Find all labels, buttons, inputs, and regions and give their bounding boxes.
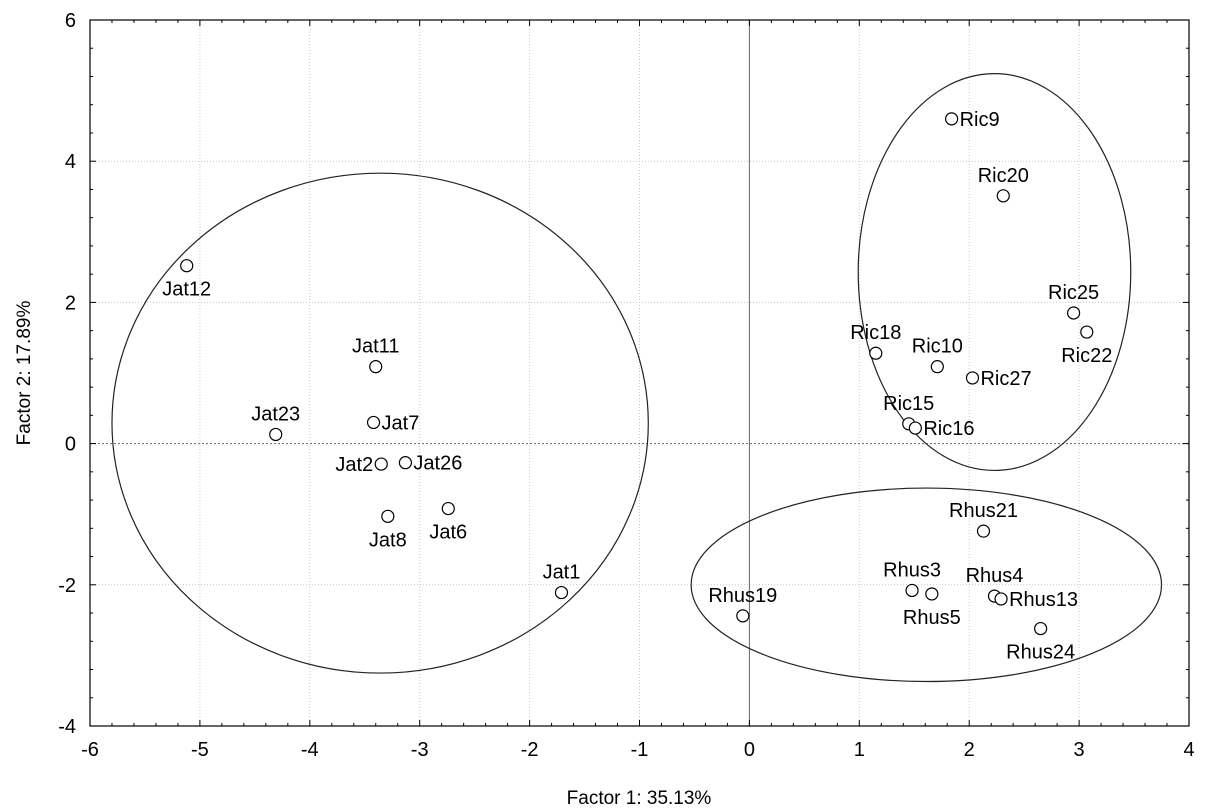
point-label: Jat12 [162,279,211,301]
data-point [269,427,283,442]
data-point [366,415,381,430]
point-label: Rhus21 [949,500,1018,522]
data-point [976,524,991,538]
point-label: Ric15 [883,393,934,415]
group-ellipse [690,487,1163,683]
x-axis-title: Factor 1: 35.13% [567,788,712,809]
x-tick-label: 0 [744,739,755,761]
group-ellipse [111,172,649,674]
point-label: Ric9 [960,109,1000,131]
point-label: Ric25 [1048,282,1099,304]
data-point [925,587,939,601]
point-label: Rhus4 [966,565,1024,587]
data-point [994,592,1008,606]
tick-labels: -6 -5 -4 -3 -2 -1 0 1 2 3 4 -4 -2 0 2 4 6 [58,10,1194,761]
data-point [996,189,1010,203]
point-label: Jat11 [352,336,399,358]
data-point [908,421,922,435]
x-tick-label: 1 [854,739,865,761]
x-tick-label: 3 [1074,739,1085,761]
point-label: Jat6 [429,522,467,544]
y-tick-label: -4 [58,716,76,738]
data-point [369,360,383,374]
data-point [965,371,980,385]
data-point [381,509,395,523]
point-label: Ric22 [1061,345,1112,367]
data-point [945,112,959,126]
point-label: Rhus5 [903,607,961,629]
y-axis-title: Factor 2: 17.89% [14,301,35,446]
point-label: Rhus13 [1009,589,1078,611]
data-point [374,457,388,471]
x-tick-label: -5 [191,739,209,761]
data-point [441,501,455,516]
group-ellipse [857,73,1132,472]
data-point [1067,306,1081,320]
data-point [736,609,750,623]
x-tick-label: 4 [1183,739,1194,761]
y-tick-label: 6 [65,10,76,32]
x-tick-label: -4 [301,739,319,761]
point-label: Jat8 [369,529,407,551]
grid-lines [90,20,1189,726]
x-tick-label: -6 [81,739,99,761]
data-point [554,585,569,600]
point-label: Jat2 [335,454,373,476]
point-label: Ric16 [923,418,974,440]
group-ellipses [111,73,1163,683]
axis-ticks [89,19,1190,727]
data-point [930,360,944,374]
point-label: Rhus3 [883,559,941,581]
point-label: Ric18 [850,322,901,344]
x-tick-label: -3 [411,739,429,761]
point-label: Jat26 [413,453,462,475]
point-label: Rhus24 [1006,642,1075,664]
y-tick-label: -2 [58,575,76,597]
x-tick-label: 2 [964,739,975,761]
data-points [180,112,1094,636]
point-label: Ric27 [980,368,1031,390]
data-point [398,456,413,470]
point-label: Ric10 [912,336,963,358]
point-label: Rhus19 [708,585,777,607]
data-point [180,259,194,273]
data-point [905,583,919,598]
point-labels: Jat12 Jat11 Jat23 Jat7 Jat2 Jat26 Jat8 Jat6 Jat1… [162,109,1112,664]
data-point [869,346,883,360]
point-label: Jat7 [382,412,420,434]
y-tick-label: 2 [65,292,76,314]
point-label: Jat23 [251,403,300,425]
y-tick-label: 4 [65,151,76,173]
y-tick-label: 0 [65,434,76,456]
point-label: Ric20 [978,165,1029,187]
x-tick-label: -1 [631,739,649,761]
point-label: Jat1 [543,562,581,584]
data-point [1034,621,1048,636]
reference-lines [90,20,1189,726]
x-tick-label: -2 [521,739,539,761]
data-point [1080,325,1094,339]
